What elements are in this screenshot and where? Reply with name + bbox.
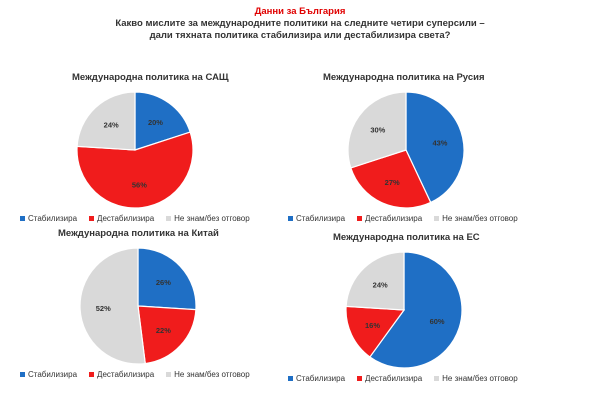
chart-title-russia: Международна политика на Русия xyxy=(323,72,485,83)
pie-slice-dontknow xyxy=(345,251,405,311)
pie-slice-stabilize xyxy=(405,91,465,204)
data-label-destabilize: 27% xyxy=(385,178,400,187)
legend-item-destabilize: Дестабилизира xyxy=(89,370,154,379)
pie-slice-destabilize xyxy=(345,305,406,358)
legend-item-stabilize: Стабилизира xyxy=(288,214,345,223)
legend-label-stabilize: Стабилизира xyxy=(28,214,78,223)
data-label-destabilize: 56% xyxy=(132,181,147,190)
pie-slice-dontknow xyxy=(79,247,146,365)
data-label-dontknow: 52% xyxy=(96,304,111,313)
chart-panel-eu: Международна политика на ЕС 60% 16% 24% Ст… xyxy=(288,232,538,392)
pie-chart-usa: 20% 56% 24% xyxy=(76,91,194,209)
pie-chart-eu: 60% 16% 24% xyxy=(345,251,463,369)
legend-label-stabilize: Стабилизира xyxy=(296,214,346,223)
legend-item-destabilize: Дестабилизира xyxy=(357,214,422,223)
legend-label-stabilize: Стабилизира xyxy=(296,374,346,383)
legend-item-destabilize: Дестабилизира xyxy=(89,214,154,223)
legend-label-destabilize: Дестабилизира xyxy=(97,370,155,379)
legend-eu: Стабилизира Дестабилизира Не знам/без от… xyxy=(288,374,548,383)
legend-label-destabilize: Дестабилизира xyxy=(97,214,155,223)
chart-title-usa: Международна политика на САЩ xyxy=(72,72,229,83)
legend-swatch-destabilize xyxy=(89,372,95,377)
pie-chart-russia: 43% 27% 30% xyxy=(347,91,465,209)
data-label-destabilize: 16% xyxy=(365,321,380,330)
legend-label-dontknow: Не знам/без отговор xyxy=(174,370,250,379)
legend-item-dontknow: Не знам/без отговор xyxy=(434,214,518,223)
legend-label-destabilize: Дестабилизира xyxy=(365,214,423,223)
chart-title-eu: Международна политика на ЕС xyxy=(333,232,480,243)
legend-swatch-destabilize xyxy=(357,216,363,221)
chart-panel-china: Международна политика на Китай 26% 22% 52%… xyxy=(20,228,270,388)
legend-swatch-dontknow xyxy=(166,216,172,221)
legend-china: Стабилизира Дестабилизира Не знам/без от… xyxy=(20,370,280,379)
data-label-stabilize: 20% xyxy=(148,118,163,127)
pie-slice-dontknow xyxy=(76,91,136,151)
legend-swatch-dontknow xyxy=(434,216,440,221)
data-label-stabilize: 26% xyxy=(156,278,171,287)
legend-item-dontknow: Не знам/без отговор xyxy=(166,214,250,223)
legend-item-dontknow: Не знам/без отговор xyxy=(434,374,518,383)
legend-swatch-dontknow xyxy=(166,372,172,377)
legend-label-stabilize: Стабилизира xyxy=(28,370,78,379)
chart-panel-usa: Международна политика на САЩ 20% 56% 24% С… xyxy=(20,72,270,232)
pie-slice-destabilize xyxy=(76,131,194,209)
legend-swatch-stabilize xyxy=(20,216,25,221)
legend-label-destabilize: Дестабилизира xyxy=(365,374,423,383)
pie-slice-destabilize xyxy=(350,149,432,209)
legend-swatch-stabilize xyxy=(288,376,293,381)
pie-slice-stabilize xyxy=(134,91,191,151)
data-label-stabilize: 43% xyxy=(432,138,447,147)
pie-slice-dontknow xyxy=(347,91,407,169)
legend-item-dontknow: Не знам/без отговор xyxy=(166,370,250,379)
legend-swatch-stabilize xyxy=(288,216,293,221)
legend-swatch-destabilize xyxy=(89,216,95,221)
legend-swatch-dontknow xyxy=(434,376,440,381)
legend-russia: Стабилизира Дестабилизира Не знам/без от… xyxy=(288,214,548,223)
data-label-destabilize: 22% xyxy=(156,326,171,335)
legend-item-destabilize: Дестабилизира xyxy=(357,374,422,383)
data-label-dontknow: 24% xyxy=(373,281,388,290)
legend-swatch-stabilize xyxy=(20,372,25,377)
data-label-dontknow: 30% xyxy=(370,126,385,135)
subtitle: Данни за България xyxy=(254,6,346,17)
pie-slice-stabilize xyxy=(137,247,197,311)
pie-chart-china: 26% 22% 52% xyxy=(79,247,197,365)
header: Данни за България Какво мислите за между… xyxy=(0,6,600,42)
data-label-dontknow: 24% xyxy=(104,121,119,130)
pie-slice-destabilize xyxy=(137,305,197,365)
legend-item-stabilize: Стабилизира xyxy=(20,214,77,223)
legend-item-stabilize: Стабилизира xyxy=(20,370,77,379)
legend-label-dontknow: Не знам/без отговор xyxy=(174,214,250,223)
legend-label-dontknow: Не знам/без отговор xyxy=(442,214,518,223)
chart-title-china: Международна политика на Китай xyxy=(58,228,219,239)
legend-label-dontknow: Не знам/без отговор xyxy=(442,374,518,383)
legend-usa: Стабилизира Дестабилизира Не знам/без от… xyxy=(20,214,280,223)
pie-slice-stabilize xyxy=(369,251,463,369)
question-line-1: Какво мислите за международните политики… xyxy=(115,18,485,29)
question-line-2: дали тяхната политика стабилизира или де… xyxy=(149,30,451,41)
legend-swatch-destabilize xyxy=(357,376,363,381)
chart-panel-russia: Международна политика на Русия 43% 27% 30%… xyxy=(288,72,538,232)
data-label-stabilize: 60% xyxy=(430,317,445,326)
legend-item-stabilize: Стабилизира xyxy=(288,374,345,383)
